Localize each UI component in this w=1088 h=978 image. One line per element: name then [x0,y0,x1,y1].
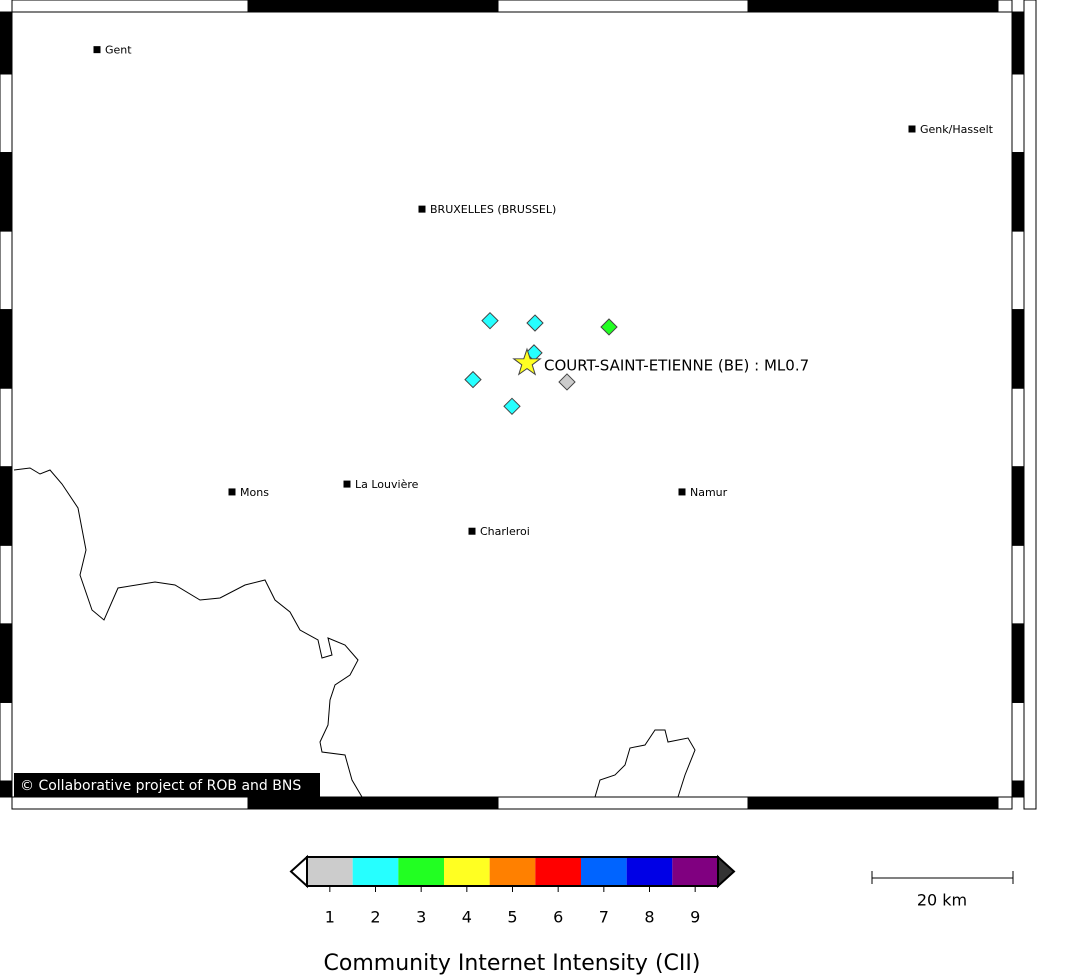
frame-segment [0,780,13,798]
legend-label: 9 [690,908,700,927]
frame-segment [1011,466,1025,546]
frame-segment [0,230,13,311]
city-marker [93,46,101,54]
frame-segment [747,796,999,810]
frame-segment [1011,11,1025,75]
credit: © Collaborative project of ROB and BNS [20,778,301,794]
legend-swatch [398,857,444,886]
frame-segment [1011,152,1025,232]
legend-arrow [717,854,736,889]
epicenter-label: COURT-SAINT-ETIENNE (BE) : ML0.7 [544,357,809,375]
city-label: Charleroi [480,525,530,538]
frame-segment [0,466,13,546]
legend-border [306,856,719,887]
city-marker [468,527,476,535]
legend-label: 8 [644,908,654,927]
city-label: Genk/Hasselt [920,123,994,136]
city-marker [908,125,916,133]
city-marker [228,488,236,496]
frame-segment [247,0,499,13]
credit-box [14,773,320,797]
border-line [13,467,363,798]
city-label: Mons [240,486,269,499]
legend-swatch [626,857,673,886]
frame-segment [0,544,13,625]
legend-swatch [352,857,399,886]
intensity-report [526,314,544,332]
map-border [11,11,1013,798]
frame-segment [11,0,249,13]
frame-segment [11,796,249,810]
frame-segment [0,73,13,154]
city-label: Gent [105,44,132,57]
frame-segment [0,623,13,703]
frame-segment [497,0,749,13]
frame-segment [1011,544,1025,625]
legend-swatch [444,857,490,886]
legend-title: Community Internet Intensity (CII) [324,951,701,976]
frame-segment [1011,623,1025,703]
legend-swatch [581,857,627,886]
legend-swatch [535,857,581,886]
frame-segment [497,796,749,810]
legend-label: 7 [599,908,609,927]
legend-swatch [672,857,718,886]
legend-label: 1 [325,908,335,927]
intensity-report [503,397,521,416]
epicenter [512,347,542,376]
frame-segment [1023,0,1037,810]
border-line [594,729,696,798]
frame-segment [0,309,13,389]
frame-segment [1011,309,1025,389]
frame-segment [1011,701,1025,782]
city-label: BRUXELLES (BRUSSEL) [430,203,556,216]
intensity-report [481,311,499,330]
frame-segment [1011,387,1025,468]
legend-arrow [289,854,308,889]
city-marker [343,480,351,488]
legend-label: 5 [507,908,517,927]
city-label: La Louvière [355,478,419,491]
legend-label: 3 [416,908,426,927]
frame-segment [0,701,13,782]
legend-swatch [307,857,353,886]
frame-segment [0,11,13,75]
frame-segment [997,0,1013,13]
frame-segment [1011,780,1025,798]
legend-swatch [489,857,536,886]
scale-label: 20 km [917,891,967,910]
frame-segment [997,796,1013,810]
city-marker [678,488,686,496]
intensity-report [558,373,576,391]
frame-segment [0,152,13,232]
legend-label: 4 [462,908,472,927]
intensity-report [464,370,482,389]
legend-label: 2 [370,908,380,927]
city-marker [418,205,426,213]
frame-segment [1011,230,1025,311]
frame-segment [0,387,13,468]
frame-segment [1011,73,1025,154]
frame-segment [747,0,999,13]
intensity-report [600,318,618,336]
legend-label: 6 [553,908,563,927]
city-label: Namur [690,486,728,499]
frame-segment [247,796,499,810]
